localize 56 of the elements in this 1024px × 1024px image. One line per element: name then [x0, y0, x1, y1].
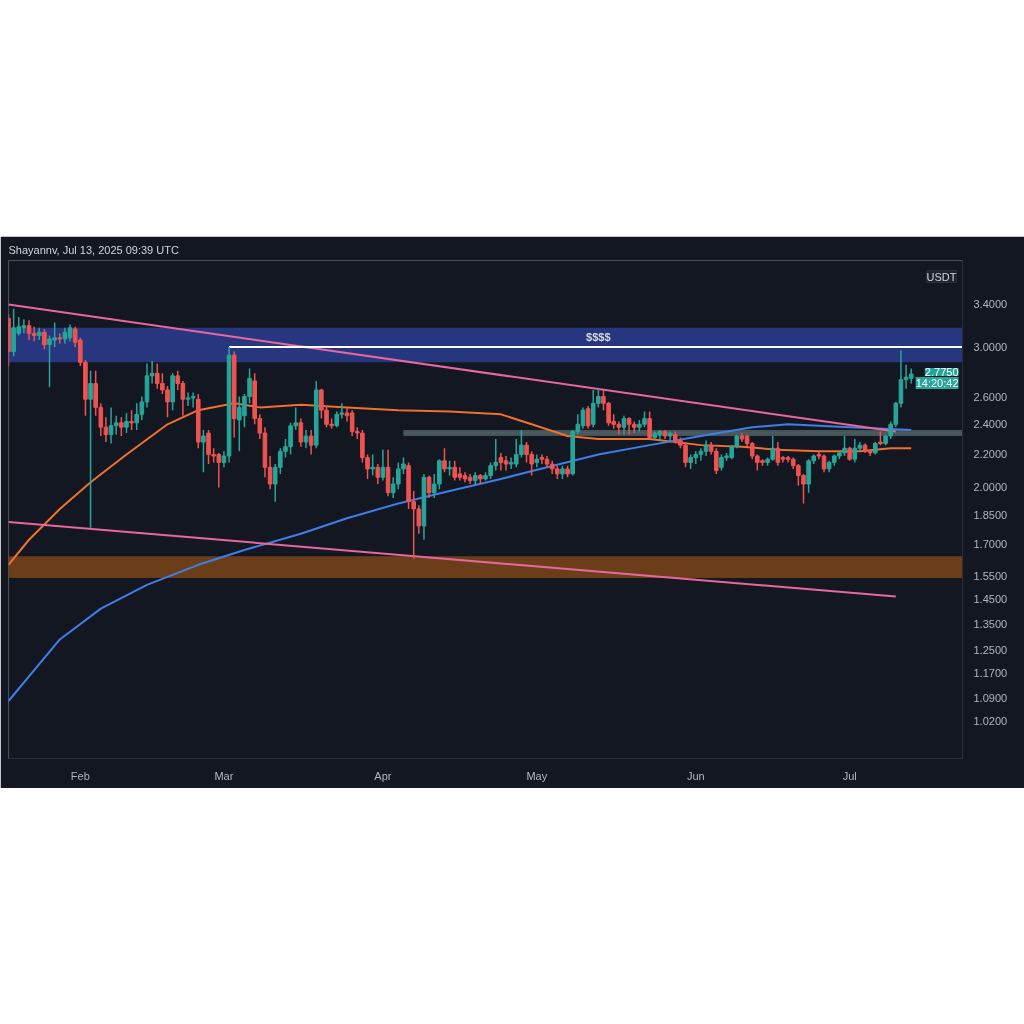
- candlestick: [134, 402, 140, 431]
- chart-title: Shayannv, Jul 13, 2025 09:39 UTC: [8, 243, 179, 256]
- line-series: [8, 402, 913, 566]
- candlestick: [129, 409, 134, 431]
- y-axis-title: USDT: [926, 270, 957, 283]
- candlestick: [534, 453, 540, 469]
- candlestick: [852, 438, 858, 464]
- candlestick: [119, 416, 124, 437]
- y-tick-label: 1.2500: [973, 644, 1008, 657]
- y-tick-label: 2.2000: [973, 448, 1008, 461]
- y-tick-label: 1.3500: [973, 617, 1008, 630]
- candlestick: [88, 370, 93, 529]
- y-tick-label: 1.0900: [973, 691, 1008, 704]
- candlestick: [57, 332, 63, 345]
- candlestick: [298, 417, 304, 448]
- annotation: $$$$: [586, 330, 611, 343]
- annotation: 14:20:42: [915, 376, 959, 389]
- y-tick-label: 1.1700: [973, 667, 1008, 680]
- y-tick-label: 1.7000: [973, 537, 1008, 550]
- candlestick: [42, 328, 47, 351]
- candlestick: [201, 429, 206, 473]
- candlestick: [647, 410, 652, 440]
- candlestick: [631, 420, 637, 434]
- y-tick-label: 1.4500: [973, 592, 1008, 605]
- line-series: [8, 423, 913, 703]
- y-tick-label: 2.0000: [973, 481, 1008, 494]
- candlestick: [124, 412, 129, 434]
- candlestick: [380, 449, 386, 482]
- x-tick-label: Apr: [374, 769, 392, 782]
- x-tick-label: Jun: [686, 769, 705, 782]
- candlestick: [190, 391, 196, 409]
- candlestick: [303, 429, 309, 449]
- y-tick-label: 2.4000: [973, 418, 1008, 431]
- x-tick-label: May: [526, 769, 548, 782]
- candlestick: [775, 441, 781, 467]
- y-tick-label: 1.0200: [973, 714, 1008, 727]
- annotation: 2.7750: [924, 365, 959, 378]
- candlestick: [585, 405, 591, 430]
- x-tick-label: Mar: [214, 769, 234, 782]
- candlestick: [370, 453, 375, 477]
- y-tick-label: 2.6000: [973, 390, 1008, 403]
- candlestick: [308, 429, 314, 456]
- candlestick: [442, 447, 447, 473]
- candlestick: [31, 326, 37, 342]
- x-tick-label: Jul: [842, 769, 857, 782]
- y-tick-label: 3.0000: [973, 340, 1008, 353]
- y-tick-label: 1.5500: [973, 569, 1008, 582]
- candlestick: [539, 453, 545, 465]
- candlestick: [375, 463, 381, 485]
- candlestick: [621, 414, 627, 436]
- x-tick-label: Feb: [70, 769, 90, 782]
- candlestick: [113, 414, 119, 436]
- candlestick: [452, 460, 458, 482]
- y-tick-label: 3.4000: [973, 297, 1008, 310]
- y-tick-label: 1.8500: [973, 508, 1008, 521]
- candlestick: [426, 474, 432, 499]
